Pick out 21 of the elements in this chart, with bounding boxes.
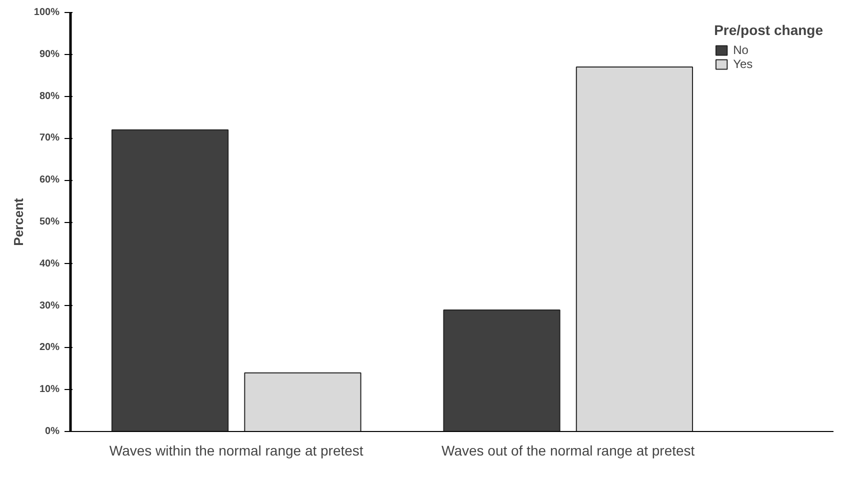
y-tick-label: 30% xyxy=(39,300,60,312)
bar xyxy=(443,309,560,432)
y-tick-label: 60% xyxy=(39,174,60,186)
legend-label: No xyxy=(733,43,750,57)
legend-label: Yes xyxy=(733,57,754,71)
y-tick-label: 10% xyxy=(39,384,60,396)
x-tick-label: Waves within the normal range at pretest xyxy=(109,442,364,458)
bar xyxy=(244,372,362,432)
bar xyxy=(576,66,694,432)
y-tick-label: 50% xyxy=(39,216,60,228)
x-tick-label: Waves out of the normal range at pretest xyxy=(442,442,695,458)
y-tick-label: 40% xyxy=(39,258,60,270)
y-axis-title: Percent xyxy=(10,197,26,246)
legend-title: Pre/post change xyxy=(714,22,823,38)
y-tick-label: 90% xyxy=(39,48,60,60)
y-tick-label: 0% xyxy=(45,426,60,437)
y-tick-label: 80% xyxy=(39,90,60,102)
y-tick-label: 20% xyxy=(39,342,60,354)
y-tick-label: 100% xyxy=(34,7,60,18)
y-tick-label: 70% xyxy=(39,132,60,144)
bar xyxy=(111,129,229,432)
